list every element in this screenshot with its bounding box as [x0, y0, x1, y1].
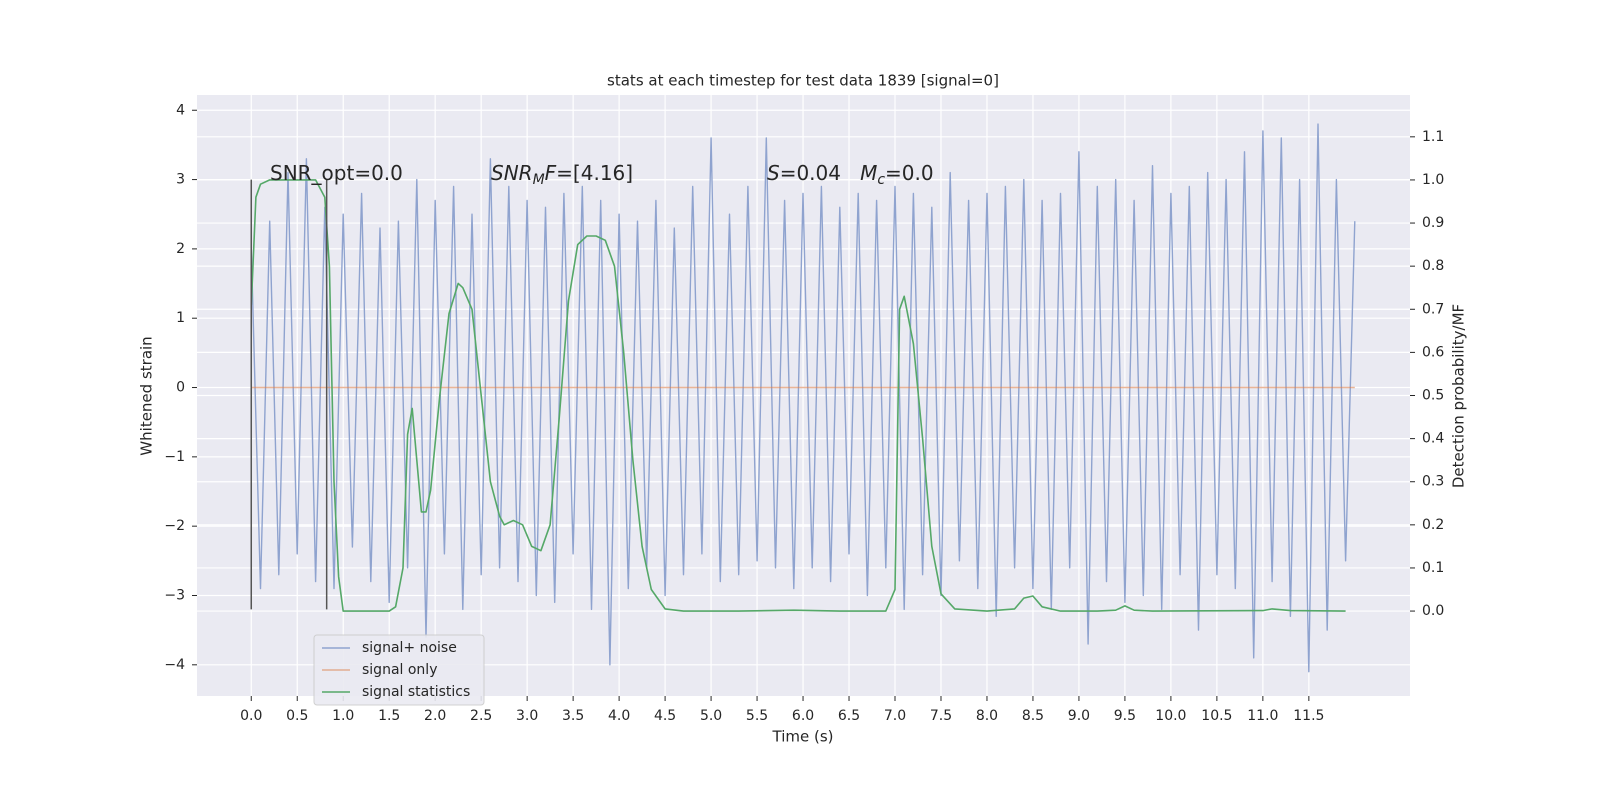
y-tick-label: 1 [176, 310, 185, 326]
x-tick-label: 9.5 [1114, 708, 1136, 724]
x-tick-label: 7.5 [930, 708, 952, 724]
annotation: SNR_opt=0.0 [270, 161, 403, 185]
x-tick-label: 8.0 [976, 708, 998, 724]
series-line [250, 179, 1346, 612]
legend-box [313, 634, 485, 706]
y2-tick-label: 1.0 [1422, 172, 1444, 188]
x-tick-label: 7.0 [884, 708, 906, 724]
x-tick-label: 4.5 [654, 708, 676, 724]
y-tick-label: −2 [164, 518, 185, 534]
x-tick-label: 3.0 [516, 708, 538, 724]
x-axis-label: Time (s) [772, 728, 834, 746]
y2-tick-label: 0.3 [1422, 474, 1444, 490]
x-tick-label: 1.0 [332, 708, 354, 724]
y-tick-label: 3 [176, 172, 185, 188]
annotation-part: SNR_opt=0.0 [270, 161, 403, 185]
legend-label: signal+ noise [362, 640, 457, 656]
x-tick-label: 8.5 [1022, 708, 1044, 724]
y2-tick-label: 0.4 [1422, 431, 1444, 447]
x-tick-label: 5.0 [700, 708, 722, 724]
legend-label: signal only [362, 662, 437, 678]
x-tick-label: 6.0 [792, 708, 814, 724]
y2-tick-label: 0.8 [1422, 258, 1444, 274]
legend-label: signal statistics [362, 684, 470, 700]
y2-axis-label: Detection probability/MF [1450, 304, 1468, 488]
annotation: S=0.04 Mc=0.0 [767, 161, 934, 188]
y2-tick-label: 0.7 [1422, 301, 1444, 317]
annotation-part: c [877, 172, 885, 188]
x-tick-label: 4.0 [608, 708, 630, 724]
x-tick-label: 0.0 [240, 708, 262, 724]
x-tick-label: 6.5 [838, 708, 860, 724]
y-tick-label: 4 [176, 102, 185, 118]
y2-tick-label: 0.5 [1422, 388, 1444, 404]
annotation: SNRMF=[4.16] [491, 161, 633, 188]
legend: signal+ noise signal only signal statistic… [313, 634, 485, 706]
series-line [250, 123, 1356, 673]
x-tick-label: 0.5 [286, 708, 308, 724]
x-tick-label: 2.5 [470, 708, 492, 724]
annotation-part: =0.0 [885, 161, 934, 185]
x-tick-label: 2.0 [424, 708, 446, 724]
y2-tick-label: 0.1 [1422, 560, 1444, 576]
annotation-part: =0.04 [780, 161, 860, 185]
x-tick-label: 11.0 [1247, 708, 1278, 724]
x-tick-label: 1.5 [378, 708, 400, 724]
x-tick-label: 3.5 [562, 708, 584, 724]
annotation-part: F [545, 161, 557, 185]
y-tick-label: −1 [164, 449, 185, 465]
y2-tick-label: 1.1 [1422, 129, 1444, 145]
x-tick-label: 9.0 [1068, 708, 1090, 724]
annotation-part: M [860, 161, 877, 185]
y2-tick-label: 0.2 [1422, 517, 1444, 533]
annotation-part: S [767, 161, 780, 185]
annotation-part: SNR [491, 161, 533, 185]
y2-tick-label: 0.9 [1422, 215, 1444, 231]
y-tick-label: −4 [164, 657, 185, 673]
y-tick-label: −3 [164, 587, 185, 603]
x-tick-label: 10.0 [1155, 708, 1186, 724]
x-tick-label: 5.5 [746, 708, 768, 724]
chart-title: stats at each timestep for test data 183… [607, 72, 999, 90]
y-axis-label: Whitened strain [138, 336, 156, 455]
y2-tick-label: 0.0 [1422, 603, 1444, 619]
annotation-part: =[4.16] [556, 161, 633, 185]
x-tick-label: 11.5 [1293, 708, 1324, 724]
annotation-part: M [533, 172, 545, 188]
y-tick-label: 2 [176, 241, 185, 257]
x-tick-label: 10.5 [1201, 708, 1232, 724]
y-tick-label: 0 [176, 380, 185, 396]
y2-tick-label: 0.6 [1422, 344, 1444, 360]
